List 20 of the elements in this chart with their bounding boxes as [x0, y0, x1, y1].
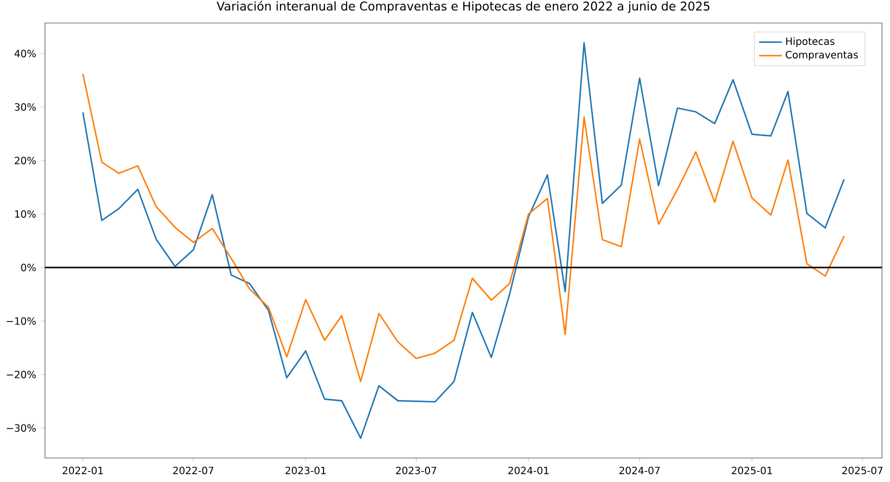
x-tick-label: 2022-01 [62, 466, 103, 474]
x-tick-label: 2024-01 [508, 466, 548, 474]
y-tick-label: 20% [14, 156, 36, 164]
y-tick-label: −20% [6, 370, 36, 378]
x-tick-label: 2025-01 [732, 466, 772, 474]
x-tick-label: 2025-07 [842, 466, 882, 474]
chart-title: Variación interanual de Compraventas e Hipotecas de enero 2022 a junio de 2025 [216, 0, 710, 13]
y-tick-label: −10% [6, 317, 36, 325]
x-tick-label: 2022-07 [173, 466, 214, 474]
x-tick-label: 2023-01 [286, 466, 326, 474]
legend-label: Compraventas [786, 50, 858, 60]
y-tick-label: 0% [21, 264, 36, 272]
x-tick-label: 2023-07 [396, 466, 436, 474]
line-series [82, 73, 845, 382]
legend-label: Hipotecas [786, 37, 834, 47]
y-tick-label: 40% [14, 50, 36, 58]
y-tick-label: −30% [6, 424, 36, 432]
y-tick-label: 10% [15, 210, 36, 218]
x-tick-label: 2024-07 [619, 466, 660, 474]
y-tick-label: 30% [14, 103, 36, 111]
